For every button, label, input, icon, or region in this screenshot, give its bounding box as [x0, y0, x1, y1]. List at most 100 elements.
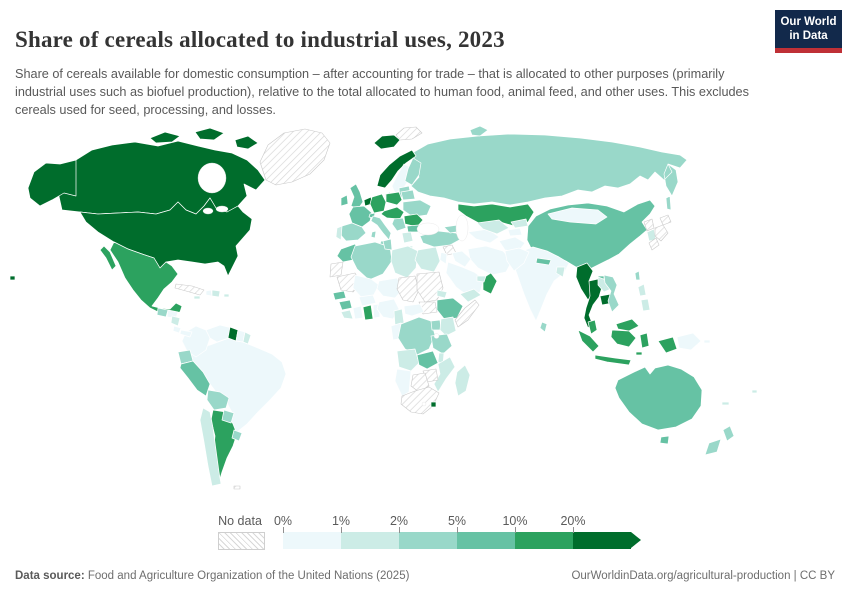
country-india[interactable]: [512, 246, 570, 322]
legend-swatch-1[interactable]: [341, 532, 399, 549]
country-nepal[interactable]: [535, 257, 552, 266]
country-new-zealand[interactable]: [704, 425, 735, 456]
country-svalbard[interactable]: [395, 126, 423, 141]
country-romania[interactable]: [403, 213, 424, 228]
country-sudan[interactable]: [416, 271, 444, 303]
country-uruguay[interactable]: [231, 429, 243, 442]
footer-link[interactable]: OurWorldinData.org/agricultural-producti…: [571, 570, 835, 582]
country-belarus[interactable]: [400, 189, 416, 201]
country-germany[interactable]: [369, 193, 387, 214]
country-panama[interactable]: [179, 329, 193, 338]
country-paraguay[interactable]: [221, 409, 235, 424]
country-france[interactable]: [348, 205, 373, 228]
country-uganda[interactable]: [430, 319, 442, 331]
country-chile[interactable]: [199, 407, 222, 487]
legend-no-data-swatch[interactable]: [218, 532, 265, 550]
country-oman[interactable]: [482, 272, 498, 295]
country-iraq[interactable]: [451, 250, 472, 268]
country-australia[interactable]: [614, 364, 703, 445]
country-tajikistan[interactable]: [507, 227, 523, 237]
country-uzbekistan[interactable]: [476, 219, 510, 235]
country-united-kingdom[interactable]: [349, 183, 364, 210]
country-israel-and-jordan[interactable]: [439, 251, 448, 265]
country-kyrgyzstan[interactable]: [510, 218, 529, 229]
country-libya[interactable]: [390, 245, 419, 279]
country-finland[interactable]: [404, 157, 422, 186]
country-chad[interactable]: [396, 275, 420, 303]
country-bolivia[interactable]: [206, 389, 230, 411]
country-ghana[interactable]: [362, 304, 374, 321]
country-serbia-and-balkans[interactable]: [391, 217, 407, 232]
country-philippines[interactable]: [637, 283, 651, 312]
legend-swatch-3[interactable]: [457, 532, 515, 549]
country-bulgaria[interactable]: [406, 224, 420, 233]
country-vietnam[interactable]: [603, 274, 620, 313]
country-sierra-leone-and-liberia[interactable]: [340, 309, 354, 320]
country-dominican-republic[interactable]: [211, 289, 221, 298]
country-algeria[interactable]: [350, 241, 393, 281]
country-central-african-republic[interactable]: [403, 303, 425, 317]
country-iran[interactable]: [467, 245, 513, 276]
country-bangladesh[interactable]: [555, 266, 566, 278]
country-iceland[interactable]: [373, 134, 401, 150]
country-ireland[interactable]: [340, 194, 349, 207]
country-malaysia[interactable]: [587, 318, 640, 335]
country-niger[interactable]: [376, 277, 404, 299]
legend-swatch-2[interactable]: [399, 532, 457, 549]
country-russia[interactable]: [410, 125, 688, 211]
country-ivory-coast[interactable]: [352, 305, 364, 320]
country-mozambique[interactable]: [433, 356, 456, 393]
country-falkland-islands[interactable]: [233, 485, 241, 490]
country-jamaica[interactable]: [193, 295, 201, 300]
country-french-guiana[interactable]: [242, 331, 252, 345]
country-western-sahara[interactable]: [329, 261, 344, 278]
country-senegal[interactable]: [332, 290, 347, 301]
country-eswatini[interactable]: [430, 401, 437, 408]
country-burkina-faso[interactable]: [358, 294, 377, 307]
country-egypt[interactable]: [414, 246, 441, 273]
legend-swatch-0[interactable]: [283, 532, 341, 549]
country-peru[interactable]: [179, 360, 211, 397]
legend-swatch-5[interactable]: [573, 532, 631, 549]
country-pakistan[interactable]: [504, 247, 530, 272]
country-tanzania[interactable]: [430, 333, 453, 355]
country-poland[interactable]: [385, 191, 403, 206]
country-norway[interactable]: [376, 149, 417, 189]
country-saudi-arabia[interactable]: [445, 261, 485, 297]
country-canada[interactable]: [57, 127, 266, 215]
country-haiti[interactable]: [205, 289, 213, 297]
country-eritrea[interactable]: [436, 289, 448, 299]
country-madagascar[interactable]: [454, 364, 471, 397]
country-nicaragua[interactable]: [170, 315, 181, 327]
country-angola[interactable]: [396, 348, 420, 372]
country-costa-rica[interactable]: [172, 325, 182, 334]
country-taiwan[interactable]: [634, 270, 641, 281]
country-north-korea[interactable]: [643, 218, 655, 232]
country-democratic-republic-of-congo[interactable]: [397, 316, 436, 356]
country-mongolia[interactable]: [547, 207, 608, 225]
country-zambia[interactable]: [416, 350, 439, 370]
legend-swatch-4[interactable]: [515, 532, 573, 549]
country-mali[interactable]: [352, 274, 380, 298]
country-ukraine[interactable]: [402, 199, 432, 218]
country-yemen[interactable]: [459, 288, 482, 303]
country-indonesia[interactable]: [577, 329, 678, 366]
country-sri-lanka[interactable]: [539, 321, 548, 333]
country-new-caledonia[interactable]: [721, 401, 730, 406]
country-cameroon[interactable]: [393, 308, 405, 326]
country-puerto-rico[interactable]: [223, 293, 230, 298]
country-fiji[interactable]: [751, 389, 758, 394]
country-somalia[interactable]: [454, 299, 480, 328]
country-namibia[interactable]: [394, 368, 412, 397]
owid-logo[interactable]: Our World in Data: [775, 10, 842, 53]
country-guinea[interactable]: [338, 299, 353, 311]
country-mexico[interactable]: [99, 241, 183, 315]
country-papua-new-guinea[interactable]: [676, 332, 711, 351]
country-portugal[interactable]: [335, 225, 343, 241]
country-nigeria[interactable]: [376, 298, 400, 320]
country-cuba[interactable]: [174, 283, 205, 296]
country-japan[interactable]: [648, 214, 672, 251]
country-guatemala[interactable]: [156, 307, 169, 318]
country-greenland[interactable]: [259, 128, 331, 186]
country-kenya[interactable]: [439, 316, 457, 337]
